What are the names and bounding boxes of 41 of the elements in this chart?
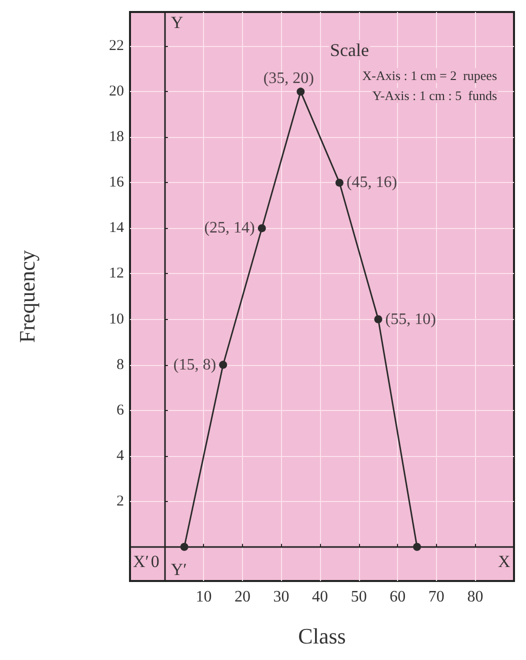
y-tick-label: 14 [109,220,124,236]
annotation: Y-Axis : 1 cm : 5 funds [372,88,498,103]
y-tick-label: 10 [109,311,124,328]
x-tick-label: 70 [428,588,444,606]
x-tick-label: 40 [312,588,328,606]
y-tick-label: 22 [109,38,124,54]
y-tick-label: 6 [116,402,124,418]
annotation: 0 [150,552,160,571]
y-tick-label: 8 [116,356,124,373]
annotation: X [498,552,510,571]
annotation: X′ [133,552,149,571]
x-axis-title: Class [298,624,346,648]
annotation: (55, 10) [385,310,436,328]
x-tick-label: 60 [390,588,406,606]
point [219,360,228,369]
x-tick-label: 30 [273,588,290,606]
y-axis-title: Frequency [14,250,40,343]
y-tick-label: 20 [109,84,124,100]
x-tick-label: 50 [350,588,367,606]
y-tick-label: 18 [109,129,124,146]
annotation: Y′ [170,560,187,579]
x-tick-label: 10 [196,588,212,606]
annotation: (35, 20) [263,70,314,88]
annotation: Y [170,13,184,32]
annotation: (45, 16) [346,174,398,192]
annotation: (25, 14) [204,220,255,237]
point [258,224,266,232]
annotation: X-Axis : 1 cm = 2 rupees [362,68,497,83]
x-tick-label: 20 [234,588,250,606]
point [296,88,305,96]
point [374,315,382,324]
x-tick-label: 80 [467,588,484,606]
y-tick-label: 12 [109,266,124,282]
annotation: Scale [330,40,370,60]
point [413,542,422,551]
annotation: (15, 8) [173,356,216,374]
point [180,542,188,551]
y-tick-label: 16 [109,174,124,191]
y-tick-label: 4 [116,448,124,464]
point [335,178,344,187]
y-tick-label: 2 [116,493,124,510]
